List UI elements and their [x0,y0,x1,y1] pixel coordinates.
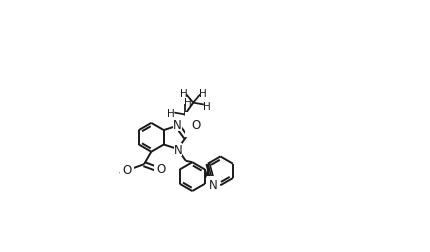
Text: O: O [122,163,131,176]
Text: O: O [156,163,165,175]
Text: N: N [173,119,181,132]
Text: O: O [190,119,200,132]
Text: N: N [209,179,217,192]
Text: H: H [167,108,175,118]
Text: H: H [184,98,191,107]
Text: H: H [202,101,210,111]
Text: H: H [179,88,187,98]
Text: H: H [199,88,206,98]
Text: N: N [173,143,182,156]
